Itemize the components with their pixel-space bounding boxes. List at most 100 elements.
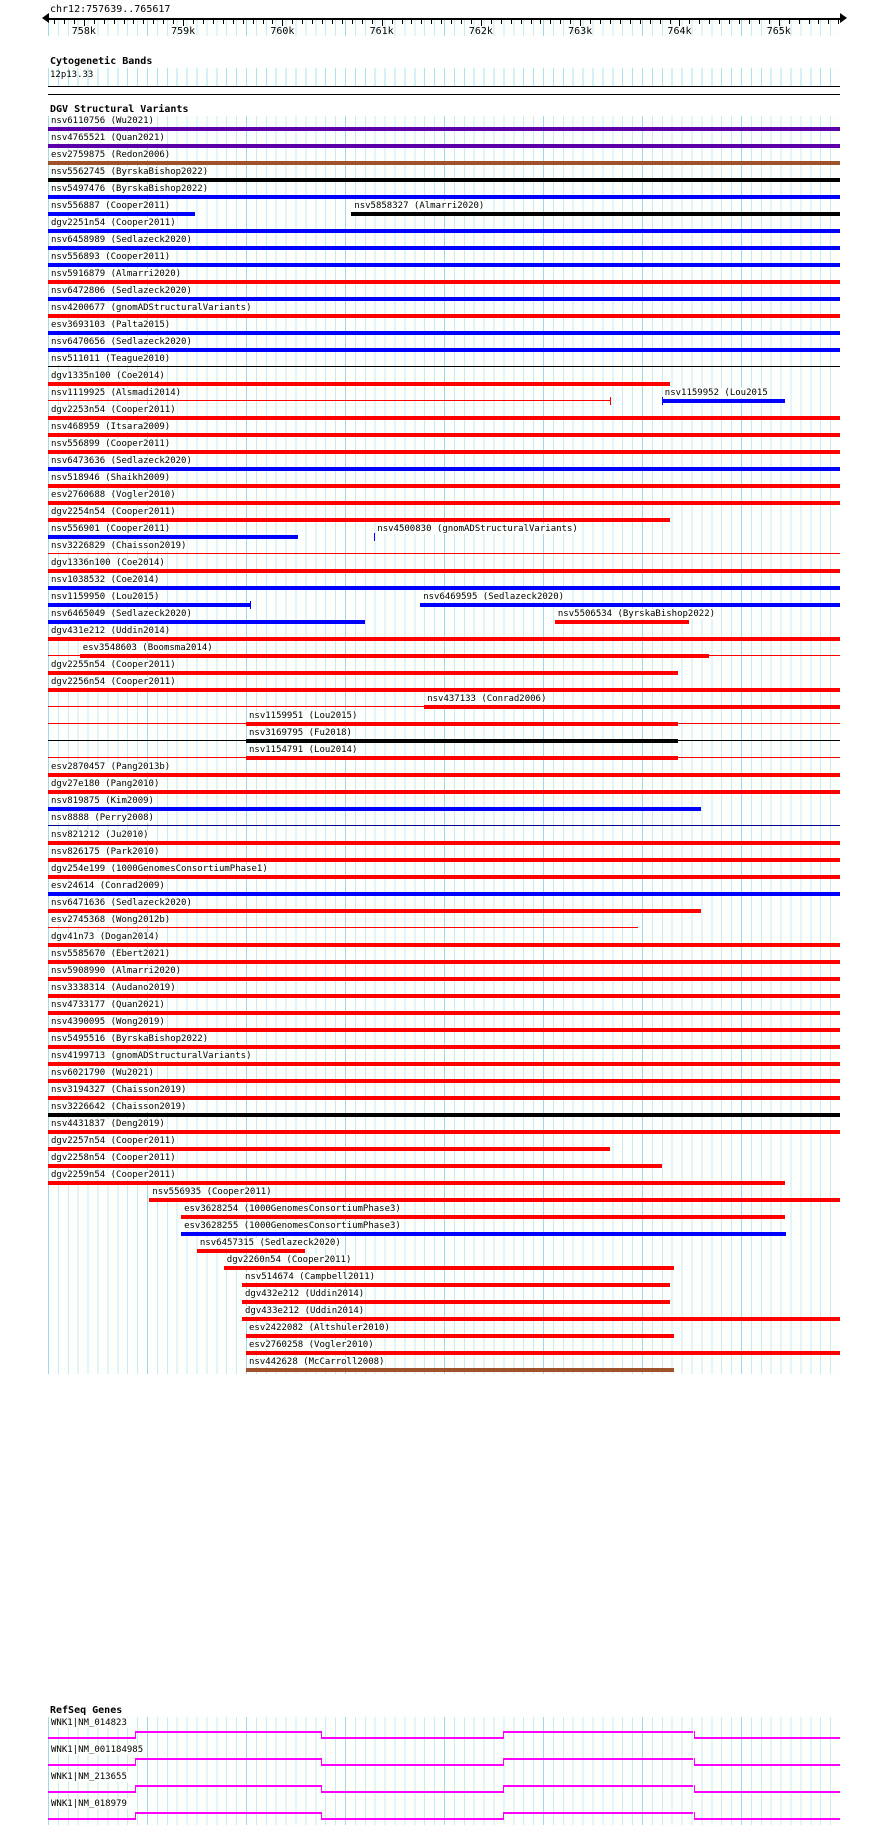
- variant-bar[interactable]: [48, 314, 840, 318]
- variant-bar[interactable]: [48, 892, 840, 896]
- variant-label[interactable]: dgv41n73 (Dogan2014): [50, 932, 161, 942]
- variant-bar[interactable]: [48, 229, 840, 233]
- cytoband-label[interactable]: 12p13.33: [50, 70, 94, 80]
- variant-bar[interactable]: [48, 297, 840, 301]
- variant-label[interactable]: nsv3226829 (Chaisson2019): [50, 541, 188, 551]
- variant-line[interactable]: [48, 825, 840, 826]
- variant-label[interactable]: nsv1159951 (Lou2015): [248, 711, 359, 721]
- variant-line[interactable]: [48, 400, 611, 401]
- variant-bar[interactable]: [48, 331, 840, 335]
- variant-bar[interactable]: [48, 603, 250, 607]
- variant-bar[interactable]: [48, 246, 840, 250]
- variant-bar[interactable]: [48, 1028, 840, 1032]
- variant-bar[interactable]: [48, 382, 670, 386]
- variant-bar[interactable]: [48, 433, 840, 437]
- variant-label[interactable]: dgv2258n54 (Cooper2011): [50, 1153, 177, 1163]
- variant-label[interactable]: nsv4390095 (Wong2019): [50, 1017, 166, 1027]
- variant-bar[interactable]: [554, 620, 690, 624]
- variant-bar[interactable]: [48, 501, 840, 505]
- variant-bar[interactable]: [48, 467, 840, 471]
- variant-label[interactable]: nsv6472806 (Sedlazeck2020): [50, 286, 193, 296]
- variant-bar[interactable]: [48, 773, 840, 777]
- variant-label[interactable]: nsv826175 (Park2010): [50, 847, 161, 857]
- variant-bar[interactable]: [420, 603, 840, 607]
- variant-bar[interactable]: [48, 280, 840, 284]
- variant-label[interactable]: nsv6021790 (Wu2021): [50, 1068, 155, 1078]
- variant-label[interactable]: nsv6110756 (Wu2021): [50, 116, 155, 126]
- variant-line[interactable]: [48, 366, 840, 367]
- variant-bar[interactable]: [181, 1215, 785, 1219]
- variant-label[interactable]: esv2759875 (Redon2006): [50, 150, 172, 160]
- variant-label[interactable]: nsv4500830 (gnomADStructuralVariants): [376, 524, 579, 534]
- variant-label[interactable]: nsv442628 (McCarroll2008): [248, 1357, 386, 1367]
- variant-label[interactable]: dgv1335n100 (Coe2014): [50, 371, 166, 381]
- gene-model[interactable]: [48, 1783, 840, 1797]
- variant-label[interactable]: esv2422082 (Altshuler2010): [248, 1323, 391, 1333]
- variant-label[interactable]: dgv2255n54 (Cooper2011): [50, 660, 177, 670]
- variant-label[interactable]: nsv5495516 (ByrskaBishop2022): [50, 1034, 210, 1044]
- variant-bar[interactable]: [79, 654, 710, 658]
- variant-label[interactable]: nsv3226642 (Chaisson2019): [50, 1102, 188, 1112]
- variant-bar[interactable]: [48, 518, 670, 522]
- variant-bar[interactable]: [351, 212, 840, 216]
- variant-bar[interactable]: [48, 1130, 840, 1134]
- variant-label[interactable]: esv3628254 (1000GenomesConsortiumPhase3): [183, 1204, 402, 1214]
- variant-label[interactable]: nsv5506534 (ByrskaBishop2022): [556, 609, 717, 619]
- variant-label[interactable]: nsv511011 (Teague2010): [50, 354, 172, 364]
- variant-bar[interactable]: [48, 1164, 662, 1168]
- variant-bar[interactable]: [48, 909, 702, 913]
- variant-label[interactable]: nsv819875 (Kim2009): [50, 796, 155, 806]
- variant-label[interactable]: esv2870457 (Pang2013b): [50, 762, 172, 772]
- variant-bar[interactable]: [48, 450, 840, 454]
- variant-label[interactable]: nsv556899 (Cooper2011): [50, 439, 172, 449]
- variant-bar[interactable]: [48, 977, 840, 981]
- variant-label[interactable]: dgv27e180 (Pang2010): [50, 779, 161, 789]
- cytoband-bar[interactable]: [48, 86, 840, 87]
- variant-bar[interactable]: [242, 1317, 840, 1321]
- variant-label[interactable]: nsv6469595 (Sedlazeck2020): [422, 592, 566, 602]
- variant-label[interactable]: esv2760688 (Vogler2010): [50, 490, 177, 500]
- variant-label[interactable]: nsv1159952 (Lou2015: [663, 388, 769, 398]
- variant-label[interactable]: dgv433e212 (Uddin2014): [244, 1306, 366, 1316]
- variant-bar[interactable]: [149, 1198, 840, 1202]
- variant-label[interactable]: nsv556887 (Cooper2011): [50, 201, 172, 211]
- variant-bar[interactable]: [48, 127, 840, 131]
- variant-label[interactable]: dgv2253n54 (Cooper2011): [50, 405, 177, 415]
- variant-bar[interactable]: [246, 756, 678, 760]
- variant-bar[interactable]: [48, 535, 298, 539]
- variant-label[interactable]: nsv6473636 (Sedlazeck2020): [50, 456, 193, 466]
- variant-bar[interactable]: [48, 1147, 611, 1151]
- variant-bar[interactable]: [48, 348, 840, 352]
- variant-bar[interactable]: [48, 1062, 840, 1066]
- variant-bar[interactable]: [246, 1334, 674, 1338]
- variant-bar[interactable]: [48, 671, 678, 675]
- variant-bar[interactable]: [48, 1011, 840, 1015]
- variant-bar[interactable]: [48, 620, 365, 624]
- variant-label[interactable]: nsv5497476 (ByrskaBishop2022): [50, 184, 210, 194]
- variant-label[interactable]: esv3548603 (Boomsma2014): [81, 643, 214, 653]
- variant-bar[interactable]: [48, 263, 840, 267]
- variant-bar[interactable]: [424, 705, 840, 709]
- variant-label[interactable]: nsv3169795 (Fu2018): [248, 728, 353, 738]
- variant-bar[interactable]: [661, 399, 785, 403]
- variant-label[interactable]: nsv518946 (Shaikh2009): [50, 473, 172, 483]
- scroll-right-arrow[interactable]: [840, 13, 847, 23]
- variant-bar[interactable]: [246, 1368, 674, 1372]
- variant-label[interactable]: nsv5562745 (ByrskaBishop2022): [50, 167, 210, 177]
- variant-bar[interactable]: [48, 858, 840, 862]
- variant-label[interactable]: nsv6470656 (Sedlazeck2020): [50, 337, 193, 347]
- variant-label[interactable]: nsv3194327 (Chaisson2019): [50, 1085, 188, 1095]
- variant-label[interactable]: dgv1336n100 (Coe2014): [50, 558, 166, 568]
- variant-label[interactable]: dgv2260n54 (Cooper2011): [225, 1255, 353, 1265]
- variant-bar[interactable]: [181, 1232, 787, 1236]
- variant-label[interactable]: dgv2254n54 (Cooper2011): [50, 507, 177, 517]
- variant-bar[interactable]: [223, 1266, 674, 1270]
- variant-label[interactable]: nsv556935 (Cooper2011): [151, 1187, 273, 1197]
- variant-label[interactable]: nsv6457315 (Sedlazeck2020): [198, 1238, 342, 1248]
- variant-bar[interactable]: [48, 586, 840, 590]
- variant-bar[interactable]: [48, 637, 840, 641]
- variant-label[interactable]: dgv2256n54 (Cooper2011): [50, 677, 177, 687]
- variant-point[interactable]: [374, 533, 376, 541]
- variant-bar[interactable]: [48, 1113, 840, 1117]
- variant-line[interactable]: [48, 553, 840, 554]
